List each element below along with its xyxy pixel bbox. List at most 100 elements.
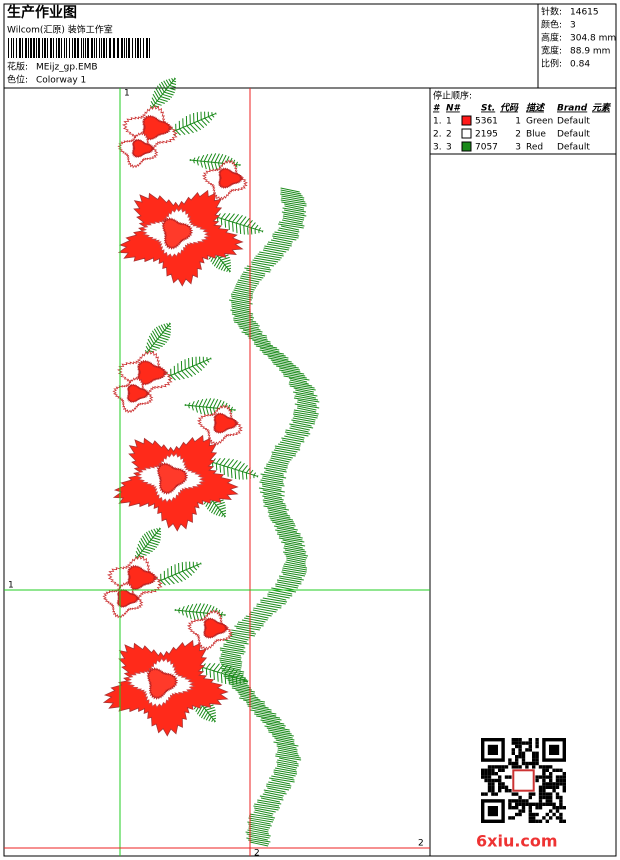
qr-module — [484, 778, 488, 783]
stitch-fill — [212, 412, 239, 434]
qr-module — [545, 782, 549, 786]
qr-module — [521, 806, 526, 810]
qr-module — [528, 744, 532, 749]
qr-module — [498, 765, 502, 769]
qr-module — [552, 802, 556, 806]
barcode-bar — [38, 38, 40, 58]
page-border — [3, 3, 617, 857]
qr-module — [508, 789, 512, 793]
barcode-bar — [143, 38, 144, 58]
qr-module — [535, 819, 539, 823]
qr-module — [538, 792, 543, 796]
info-value: 88.9 mm — [570, 47, 610, 57]
qr-module — [549, 785, 553, 789]
qr-module — [521, 758, 526, 762]
color-swatch — [461, 141, 472, 152]
stitch-fill — [156, 462, 189, 495]
barcode-bar — [69, 38, 70, 58]
barcode-bar — [121, 38, 123, 58]
qr-module — [494, 765, 498, 769]
qr-module — [532, 758, 536, 762]
qr-module — [532, 816, 536, 820]
qr-module — [535, 758, 539, 762]
qr-module — [535, 761, 539, 766]
qr-module — [549, 765, 553, 769]
qr-module — [498, 778, 502, 783]
color-swatch — [461, 128, 472, 139]
barcode-bar — [36, 38, 37, 58]
barcode-bar — [126, 38, 127, 58]
qr-module — [491, 778, 495, 783]
qr-module — [515, 812, 519, 817]
design-label: 花版: — [7, 61, 28, 73]
qr-module — [562, 772, 566, 776]
stitch-fill — [126, 383, 150, 403]
code: 3 — [515, 143, 521, 153]
barcode-bar — [99, 38, 100, 58]
qr-module — [515, 765, 519, 769]
qr-module — [508, 761, 512, 766]
qr-module — [562, 819, 566, 823]
qr-module — [535, 738, 539, 742]
qr-module — [559, 806, 563, 810]
info-value: 3 — [570, 21, 576, 31]
qr-module — [542, 772, 546, 776]
qr-module — [521, 755, 526, 759]
barcode-bar — [72, 38, 73, 58]
qr-module — [481, 768, 485, 772]
qr-module — [532, 802, 536, 806]
barcode-bar — [19, 38, 21, 58]
qr-module — [511, 738, 515, 742]
qr-module — [532, 792, 536, 796]
qr-module — [518, 741, 522, 745]
barcode-bar — [66, 38, 67, 58]
qr-module — [481, 792, 485, 796]
company: Wilcom(汇原) 装饰工作室 — [7, 24, 113, 36]
qr-module — [552, 782, 556, 786]
qr-module — [535, 802, 539, 806]
qr-module — [562, 785, 566, 789]
qr-module — [545, 799, 549, 803]
qr-module — [518, 738, 522, 742]
barcode-bar — [56, 38, 57, 58]
qr-module — [504, 775, 509, 779]
qr-module — [552, 812, 556, 817]
barcode-bar — [42, 38, 43, 58]
qr-module — [535, 812, 539, 817]
barcode-bar — [132, 38, 133, 58]
barcode-bar — [94, 38, 95, 58]
barcode-bar — [135, 38, 136, 58]
qr-module — [528, 816, 532, 820]
qr-module — [504, 789, 509, 793]
qr-module — [487, 765, 492, 769]
qr-module — [555, 795, 560, 800]
qr-module — [545, 775, 549, 779]
qr-module — [542, 765, 546, 769]
table-title: 停止顺序: — [433, 90, 472, 102]
barcode-bar — [64, 38, 65, 58]
qr-module — [552, 789, 556, 793]
row-index: 2. — [433, 130, 442, 140]
guide-label: 2 — [418, 839, 424, 849]
qr-module — [559, 778, 563, 783]
qr-module — [525, 765, 529, 769]
qr-module — [518, 744, 522, 749]
qr-logo — [512, 769, 535, 792]
barcode-bar — [83, 38, 84, 58]
qr-module — [562, 778, 566, 783]
qr-module — [498, 775, 502, 779]
barcode-bar — [11, 38, 12, 58]
needle: 3 — [446, 143, 452, 153]
qr-module — [511, 761, 515, 766]
qr-module — [518, 812, 522, 817]
qr-module — [562, 775, 566, 779]
qr-module — [545, 768, 549, 772]
qr-module — [559, 802, 563, 806]
qr-module — [521, 799, 526, 803]
qr-module — [545, 785, 549, 789]
info-value: 14615 — [570, 8, 599, 18]
qr-module — [491, 772, 495, 776]
barcode-bar — [58, 38, 60, 58]
row-index: 1. — [433, 117, 442, 127]
